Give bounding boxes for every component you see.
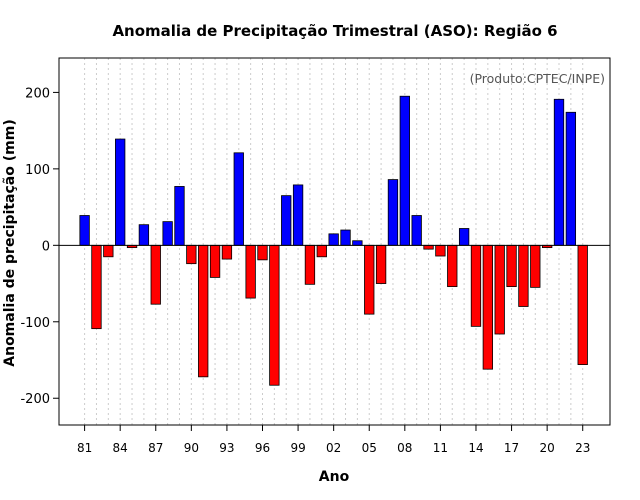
bar-1992 xyxy=(209,244,221,278)
x-tick-label: 05 xyxy=(362,441,377,455)
y-tick-label: 0 xyxy=(42,239,50,254)
bar-1984 xyxy=(115,138,126,246)
bar-2008 xyxy=(399,95,410,246)
bar-2011 xyxy=(435,244,446,257)
bar-2000 xyxy=(304,244,316,285)
bar-1981 xyxy=(79,215,90,246)
bar-1987 xyxy=(150,244,161,305)
chart-title: Anomalia de Precipitação Trimestral (ASO… xyxy=(112,22,557,40)
x-axis-label: Ano xyxy=(319,469,350,485)
bar-2019 xyxy=(530,244,541,288)
bar-2002 xyxy=(328,233,339,246)
bar-2018 xyxy=(518,244,529,307)
y-axis: -200 -100 0 100 200 xyxy=(20,86,59,407)
y-tick-label: -100 xyxy=(20,316,50,331)
y-axis-label: Anomalia de precipitação (mm) xyxy=(2,119,18,366)
bar-2015 xyxy=(482,244,493,370)
x-tick-label: 02 xyxy=(326,441,341,455)
bar-1990 xyxy=(186,244,197,265)
bar-1988 xyxy=(162,221,173,246)
bar-2012 xyxy=(447,244,458,288)
x-tick-label: 84 xyxy=(113,441,128,455)
bar-1996 xyxy=(257,244,268,261)
x-tick-label: 08 xyxy=(397,441,412,455)
bar-2021 xyxy=(553,98,565,246)
x-axis: 81 84 87 90 93 96 99 02 05 08 11 14 17 20 23 xyxy=(77,425,590,455)
bar-2004 xyxy=(352,240,363,246)
x-tick-label: 17 xyxy=(504,441,519,455)
bar-2022 xyxy=(565,111,577,246)
bar-2023 xyxy=(577,244,588,365)
bar-1994 xyxy=(233,152,244,246)
bar-1999 xyxy=(292,184,304,246)
x-tick-label: 14 xyxy=(468,441,483,455)
y-tick-label: -200 xyxy=(20,392,50,407)
y-tick-label: 200 xyxy=(25,86,50,101)
x-tick-label: 20 xyxy=(539,441,554,455)
x-tick-label: 96 xyxy=(255,441,270,455)
bar-2003 xyxy=(340,229,351,246)
bar-1982 xyxy=(91,244,102,330)
bar-1989 xyxy=(174,186,185,246)
y-tick-label: 100 xyxy=(25,163,50,178)
bar-2001 xyxy=(316,244,327,258)
x-tick-label: 87 xyxy=(148,441,163,455)
bar-1998 xyxy=(281,195,292,246)
bar-1991 xyxy=(198,244,209,378)
x-tick-label: 81 xyxy=(77,441,92,455)
bar-1986 xyxy=(138,224,150,246)
bar-2005 xyxy=(364,244,375,315)
bar-2016 xyxy=(494,244,505,335)
x-tick-label: 23 xyxy=(575,441,590,455)
credit-label: (Produto:CPTEC/INPE) xyxy=(470,71,605,86)
x-tick-label: 99 xyxy=(290,441,305,455)
x-tick-label: 11 xyxy=(433,441,448,455)
bar-2007 xyxy=(387,179,399,246)
plot-frame xyxy=(58,57,611,426)
bar-2017 xyxy=(506,244,517,288)
bar-2006 xyxy=(375,244,387,284)
bars xyxy=(79,95,588,386)
bar-2013 xyxy=(458,228,470,246)
bar-1995 xyxy=(245,244,256,299)
bar-1993 xyxy=(221,244,233,260)
bar-1983 xyxy=(103,244,114,258)
x-tick-label: 90 xyxy=(184,441,199,455)
bar-2010 xyxy=(423,244,434,250)
bar-2014 xyxy=(470,244,482,327)
bar-2009 xyxy=(411,215,422,246)
bar-1997 xyxy=(269,244,280,386)
x-tick-label: 93 xyxy=(219,441,234,455)
